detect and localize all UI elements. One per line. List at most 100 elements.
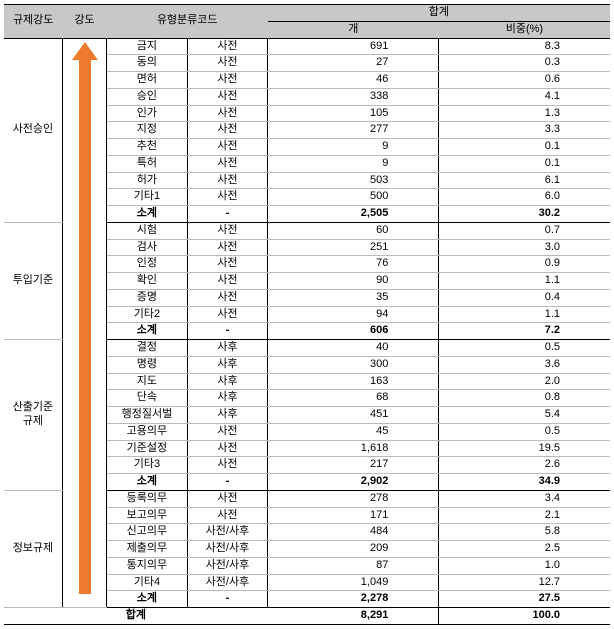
subtotal-phase: - (187, 591, 268, 608)
hdr-gangdo: 강도 (62, 5, 106, 39)
percent: 6.0 (439, 189, 610, 206)
type-name: 증명 (107, 289, 188, 306)
group-label: 산출기준규제 (4, 340, 62, 491)
percent: 0.8 (439, 390, 610, 407)
percent: 1.0 (439, 557, 610, 574)
phase: 사전/사후 (187, 524, 268, 541)
percent: 3.3 (439, 122, 610, 139)
phase: 사전 (187, 122, 268, 139)
count: 9 (268, 155, 439, 172)
count: 46 (268, 72, 439, 89)
count: 451 (268, 407, 439, 424)
phase: 사전 (187, 55, 268, 72)
total-label: 합계 (4, 608, 268, 625)
count: 60 (268, 222, 439, 239)
hdr-typecode: 유형분류코드 (107, 5, 268, 39)
count: 691 (268, 38, 439, 55)
count: 217 (268, 457, 439, 474)
phase: 사전 (187, 256, 268, 273)
type-name: 면허 (107, 72, 188, 89)
type-name: 기타3 (107, 457, 188, 474)
phase: 사전 (187, 507, 268, 524)
count: 94 (268, 306, 439, 323)
count: 300 (268, 356, 439, 373)
count: 1,618 (268, 440, 439, 457)
type-name: 승인 (107, 88, 188, 105)
count: 163 (268, 373, 439, 390)
phase: 사후 (187, 356, 268, 373)
subtotal-pct: 30.2 (439, 206, 610, 223)
count: 27 (268, 55, 439, 72)
percent: 2.5 (439, 541, 610, 558)
count: 278 (268, 490, 439, 507)
type-name: 확인 (107, 273, 188, 290)
subtotal-label: 소계 (107, 591, 188, 608)
table-row: 사전승인금지사전6918.3 (4, 38, 610, 55)
subtotal-label: 소계 (107, 474, 188, 491)
percent: 0.7 (439, 222, 610, 239)
count: 45 (268, 423, 439, 440)
percent: 0.1 (439, 155, 610, 172)
hdr-pct: 비중(%) (439, 21, 610, 38)
strength-arrow (62, 38, 106, 608)
type-name: 금지 (107, 38, 188, 55)
percent: 2.1 (439, 507, 610, 524)
type-name: 단속 (107, 390, 188, 407)
count: 171 (268, 507, 439, 524)
total-count: 8,291 (268, 608, 439, 625)
count: 9 (268, 139, 439, 156)
percent: 2.6 (439, 457, 610, 474)
subtotal-phase: - (187, 474, 268, 491)
type-name: 기타2 (107, 306, 188, 323)
phase: 사후 (187, 407, 268, 424)
phase: 사전 (187, 105, 268, 122)
type-name: 검사 (107, 239, 188, 256)
phase: 사전 (187, 222, 268, 239)
type-name: 추천 (107, 139, 188, 156)
percent: 4.1 (439, 88, 610, 105)
total-pct: 100.0 (439, 608, 610, 625)
phase: 사전 (187, 38, 268, 55)
total-row: 합계8,291100.0 (4, 608, 610, 625)
type-name: 신고의무 (107, 524, 188, 541)
percent: 3.4 (439, 490, 610, 507)
count: 105 (268, 105, 439, 122)
count: 35 (268, 289, 439, 306)
count: 1,049 (268, 574, 439, 591)
subtotal-pct: 27.5 (439, 591, 610, 608)
hdr-total: 합계 (268, 5, 610, 22)
type-name: 명령 (107, 356, 188, 373)
subtotal-count: 2,902 (268, 474, 439, 491)
percent: 0.5 (439, 423, 610, 440)
table-header: 규제강도 강도 유형분류코드 합계 개 비중(%) (4, 5, 610, 39)
group-label: 정보규제 (4, 490, 62, 607)
phase: 사전/사후 (187, 541, 268, 558)
count: 484 (268, 524, 439, 541)
phase: 사전 (187, 289, 268, 306)
count: 500 (268, 189, 439, 206)
percent: 1.1 (439, 306, 610, 323)
percent: 0.4 (439, 289, 610, 306)
type-name: 등록의무 (107, 490, 188, 507)
subtotal-pct: 7.2 (439, 323, 610, 340)
subtotal-count: 2,505 (268, 206, 439, 223)
subtotal-label: 소계 (107, 206, 188, 223)
phase: 사전 (187, 423, 268, 440)
subtotal-label: 소계 (107, 323, 188, 340)
type-name: 인가 (107, 105, 188, 122)
count: 87 (268, 557, 439, 574)
type-name: 고용의무 (107, 423, 188, 440)
type-name: 제출의무 (107, 541, 188, 558)
phase: 사전 (187, 88, 268, 105)
count: 277 (268, 122, 439, 139)
type-name: 통지의무 (107, 557, 188, 574)
type-name: 동의 (107, 55, 188, 72)
count: 40 (268, 340, 439, 357)
phase: 사후 (187, 340, 268, 357)
percent: 0.1 (439, 139, 610, 156)
phase: 사후 (187, 373, 268, 390)
phase: 사전 (187, 172, 268, 189)
percent: 19.5 (439, 440, 610, 457)
type-name: 기타4 (107, 574, 188, 591)
count: 251 (268, 239, 439, 256)
